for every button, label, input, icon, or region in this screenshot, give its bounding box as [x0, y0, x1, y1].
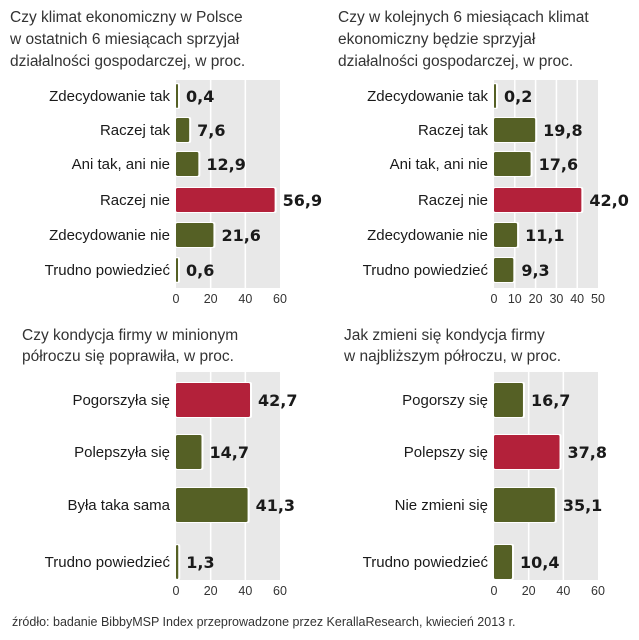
value-label: 1,3	[186, 553, 214, 572]
bar	[494, 118, 536, 142]
bar	[494, 545, 513, 579]
category-label: Trudno powiedzieć	[363, 262, 489, 279]
category-label: Ani tak, ani nie	[72, 156, 170, 173]
bar	[176, 545, 179, 579]
x-tick-label: 50	[591, 292, 605, 306]
chart-4-title-line: Jak zmieni się kondycja firmy	[344, 327, 545, 344]
category-label: Polepszy się	[404, 444, 488, 461]
bar	[176, 188, 275, 212]
x-tick-label: 60	[591, 584, 605, 598]
x-tick-label: 60	[273, 584, 287, 598]
value-label: 7,6	[197, 121, 225, 140]
x-tick-label: 40	[556, 584, 570, 598]
chart-3-title-line: Czy kondycja firmy w minionym	[22, 327, 238, 344]
category-label: Zdecydowanie tak	[367, 88, 488, 105]
category-label: Pogorszyła się	[72, 392, 170, 409]
category-label: Nie zmieni się	[395, 497, 488, 514]
bar	[176, 152, 199, 176]
value-label: 19,8	[543, 121, 582, 140]
value-label: 37,8	[568, 443, 607, 462]
value-label: 0,2	[504, 87, 532, 106]
bar	[494, 435, 560, 469]
bar	[494, 258, 514, 282]
category-label: Raczej tak	[418, 122, 489, 139]
source-note: źródło: badanie BibbyMSP Index przeprowa…	[12, 615, 516, 629]
x-tick-label: 40	[238, 292, 252, 306]
value-label: 35,1	[563, 496, 602, 515]
chart-2-panel	[494, 80, 598, 288]
value-label: 0,4	[186, 87, 214, 106]
category-label: Trudno powiedzieć	[363, 554, 489, 571]
x-tick-label: 0	[173, 584, 180, 598]
bar	[176, 258, 178, 282]
chart-3-title-line: półroczu się poprawiła, w proc.	[22, 348, 234, 365]
category-label: Polepszyła się	[74, 444, 170, 461]
bar	[176, 223, 214, 247]
chart-1-title-line: w ostatnich 6 miesiącach sprzyjał	[9, 31, 240, 48]
x-tick-label: 60	[273, 292, 287, 306]
chart-1-panel	[176, 80, 280, 288]
x-tick-label: 20	[529, 292, 543, 306]
bar	[494, 488, 555, 522]
value-label: 21,6	[221, 226, 260, 245]
value-label: 42,7	[258, 391, 297, 410]
bar	[176, 383, 251, 417]
bar	[494, 152, 531, 176]
bar	[494, 383, 523, 417]
x-tick-label: 20	[522, 584, 536, 598]
category-label: Zdecydowanie tak	[49, 88, 170, 105]
bar	[176, 488, 248, 522]
category-label: Trudno powiedzieć	[45, 262, 171, 279]
category-label: Raczej nie	[100, 192, 170, 209]
value-label: 14,7	[209, 443, 248, 462]
x-tick-label: 20	[204, 292, 218, 306]
value-label: 16,7	[531, 391, 570, 410]
value-label: 17,6	[539, 155, 578, 174]
x-tick-label: 0	[491, 584, 498, 598]
chart-3: Czy kondycja firmy w minionym półroczu si…	[22, 327, 297, 598]
category-label: Raczej nie	[418, 192, 488, 209]
chart-1-title-line: działalności gospodarczej, w proc.	[10, 53, 245, 70]
chart-4-title-line: w najbliższym półroczu, w proc.	[343, 348, 561, 365]
x-tick-label: 30	[549, 292, 563, 306]
value-label: 10,4	[520, 553, 559, 572]
category-label: Trudno powiedzieć	[45, 554, 171, 571]
x-tick-label: 10	[508, 292, 522, 306]
value-label: 41,3	[256, 496, 295, 515]
x-tick-label: 0	[491, 292, 498, 306]
chart-2: Czy w kolejnych 6 miesiącach klimat ekono…	[338, 9, 629, 306]
value-label: 42,0	[589, 191, 628, 210]
chart-1: Czy klimat ekonomiczny w Polsce w ostatni…	[9, 9, 322, 306]
value-label: 11,1	[525, 226, 564, 245]
x-tick-label: 40	[570, 292, 584, 306]
value-label: 12,9	[206, 155, 245, 174]
value-label: 9,3	[521, 261, 549, 280]
category-label: Zdecydowanie nie	[49, 227, 170, 244]
bar	[494, 223, 518, 247]
category-label: Raczej tak	[100, 122, 171, 139]
chart-2-title-line: ekonomiczny będzie sprzyjał	[338, 31, 536, 48]
chart-4: Jak zmieni się kondycja firmy w najbliższ…	[343, 327, 607, 598]
category-label: Pogorszy się	[402, 392, 488, 409]
category-label: Ani tak, ani nie	[390, 156, 488, 173]
x-tick-label: 0	[173, 292, 180, 306]
bar	[176, 118, 190, 142]
bar	[494, 84, 496, 108]
bar	[494, 188, 582, 212]
bar	[176, 435, 202, 469]
chart-2-title-line: działalności gospodarczej, w proc.	[338, 53, 573, 70]
value-label: 56,9	[283, 191, 322, 210]
x-tick-label: 40	[238, 584, 252, 598]
chart-2-title-line: Czy w kolejnych 6 miesiącach klimat	[338, 9, 589, 26]
category-label: Zdecydowanie nie	[367, 227, 488, 244]
bar	[176, 84, 178, 108]
x-tick-label: 20	[204, 584, 218, 598]
category-label: Była taka sama	[67, 497, 170, 514]
value-label: 0,6	[186, 261, 214, 280]
chart-1-title-line: Czy klimat ekonomiczny w Polsce	[10, 9, 243, 26]
